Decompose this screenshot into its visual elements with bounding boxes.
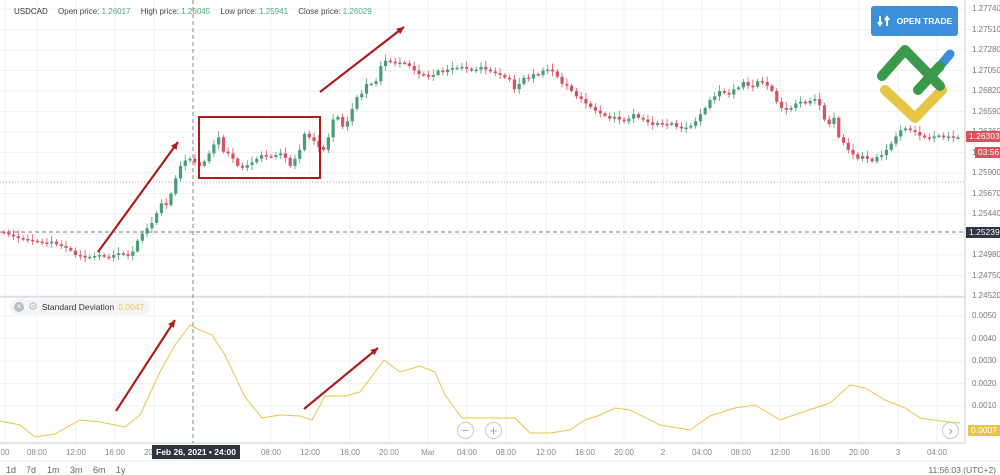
remove-indicator-icon[interactable]: × [14,302,24,312]
price-tick: 1.24980 [972,250,1000,259]
gear-icon[interactable]: ⚙ [28,301,38,313]
indicator-tick: 0.0020 [972,378,997,388]
time-tick: 08:00 [730,448,752,457]
close-price-label: Close price: [298,7,341,16]
time-tick: 04:00 [691,448,713,457]
time-tick: 16:00 [339,448,361,457]
period-1m[interactable]: 1m [47,465,60,475]
time-tick: Mar [421,448,435,457]
price-tick: 1.27050 [972,65,1000,75]
time-tick: 12:00 [65,448,87,457]
ohlc-info-bar: USDCAD Open price: 1.26017 High price: 1… [14,7,372,16]
time-tick: 12:00 [299,448,321,457]
indicator-tick: 0.0040 [972,333,997,343]
time-tick: 08:00 [26,448,48,457]
candle-countdown-tag: 03:56 [975,147,1000,158]
price-tick: 1.27740 [972,4,1000,13]
time-tick: 3 [895,448,901,457]
time-tick: 16:00 [104,448,126,457]
low-price-value: 1.25941 [259,7,289,16]
price-tick: 1.25670 [972,188,1000,198]
period-3m[interactable]: 3m [70,465,83,475]
symbol-label: USDCAD [14,7,48,16]
time-tick: 08:00 [495,448,517,457]
crosshair-price-tag: 1.25239 [966,227,1000,238]
time-tick: 16:00 [809,448,831,457]
high-price-value: 1.26045 [181,7,211,16]
time-tick: 04:00 [456,448,478,457]
zoom-in-button[interactable]: + [485,422,502,439]
high-price-label: High price: [140,7,180,16]
time-tick: 20:00 [378,448,400,457]
price-tick: 1.25440 [972,209,1000,218]
indicator-value: 0.0047 [118,302,145,312]
price-tick: 1.27510 [972,24,1000,34]
open-trade-button[interactable]: OPEN TRADE [871,6,958,36]
low-price-label: Low price: [220,7,257,16]
price-tick: 1.25900 [972,168,1000,177]
crosshair-date-tag: Feb 26, 2021 • 24:00 [152,445,240,459]
zoom-out-button[interactable]: − [457,422,474,439]
open-trade-label: OPEN TRADE [896,16,953,26]
open-price-label: Open price: [58,7,100,16]
time-tick: 08:00 [260,448,282,457]
period-1d[interactable]: 1d [6,465,17,475]
time-tick: 00 [0,448,10,457]
indicator-legend: × ⚙ Standard Deviation 0.0047 [10,299,151,315]
close-price-value: 1.26029 [342,7,372,16]
time-tick: 12:00 [535,448,557,457]
price-tick: 1.26820 [972,86,1000,95]
time-tick: 16:00 [574,448,596,457]
price-tick: 1.27280 [972,45,1000,54]
period-7d[interactable]: 7d [26,465,37,475]
indicator-tick: 0.0030 [972,356,997,365]
time-tick: 04:00 [926,448,948,457]
arrows-up-down-icon [876,15,890,27]
indicator-tick: 0.0010 [972,401,997,410]
clock-label: 11:56:03 (UTC+2) [928,465,996,475]
time-tick: 12:00 [769,448,791,457]
brand-logo-icon [877,45,955,123]
period-1y[interactable]: 1y [116,465,126,475]
indicator-name: Standard Deviation [41,302,115,312]
time-tick: 20:00 [613,448,635,457]
time-tick: 20:00 [848,448,870,457]
price-tick: 1.24750 [972,270,1000,280]
scroll-right-button[interactable]: › [942,422,959,439]
indicator-current-tag: 0.0007 [968,425,1000,436]
current-price-tag: 1.26303 [966,131,1000,142]
indicator-tick: 0.0050 [972,311,997,320]
price-tick: 1.24520 [972,291,1000,300]
time-tick: 2 [660,448,666,457]
period-6m[interactable]: 6m [93,465,106,475]
price-tick: 1.26590 [972,106,1000,116]
open-price-value: 1.26017 [101,7,131,16]
